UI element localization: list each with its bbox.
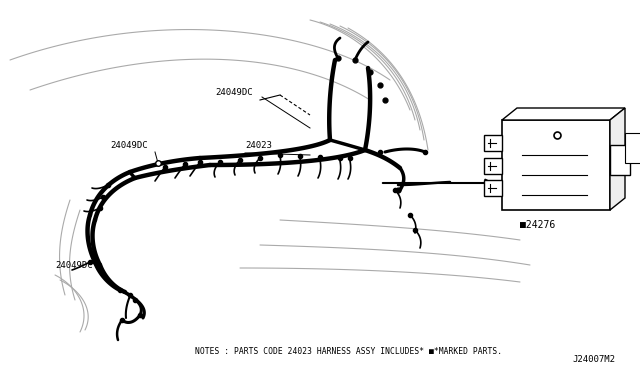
Bar [610,145,630,175]
Polygon shape [610,108,625,210]
Text: 24049DC: 24049DC [110,141,148,150]
Text: 24023: 24023 [245,141,272,150]
Text: ■24276: ■24276 [520,220,556,230]
Text: NOTES : PARTS CODE 24023 HARNESS ASSY INCLUDES* ■*MARKED PARTS.: NOTES : PARTS CODE 24023 HARNESS ASSY IN… [195,347,502,356]
Bar [502,120,610,210]
Bar [484,135,502,151]
Text: J24007M2: J24007M2 [572,355,615,364]
Text: 24049DC: 24049DC [55,261,93,270]
Text: 24049DC: 24049DC [215,88,253,97]
Polygon shape [502,108,625,120]
Bar [625,133,640,163]
Bar [484,158,502,174]
Bar [484,180,502,196]
